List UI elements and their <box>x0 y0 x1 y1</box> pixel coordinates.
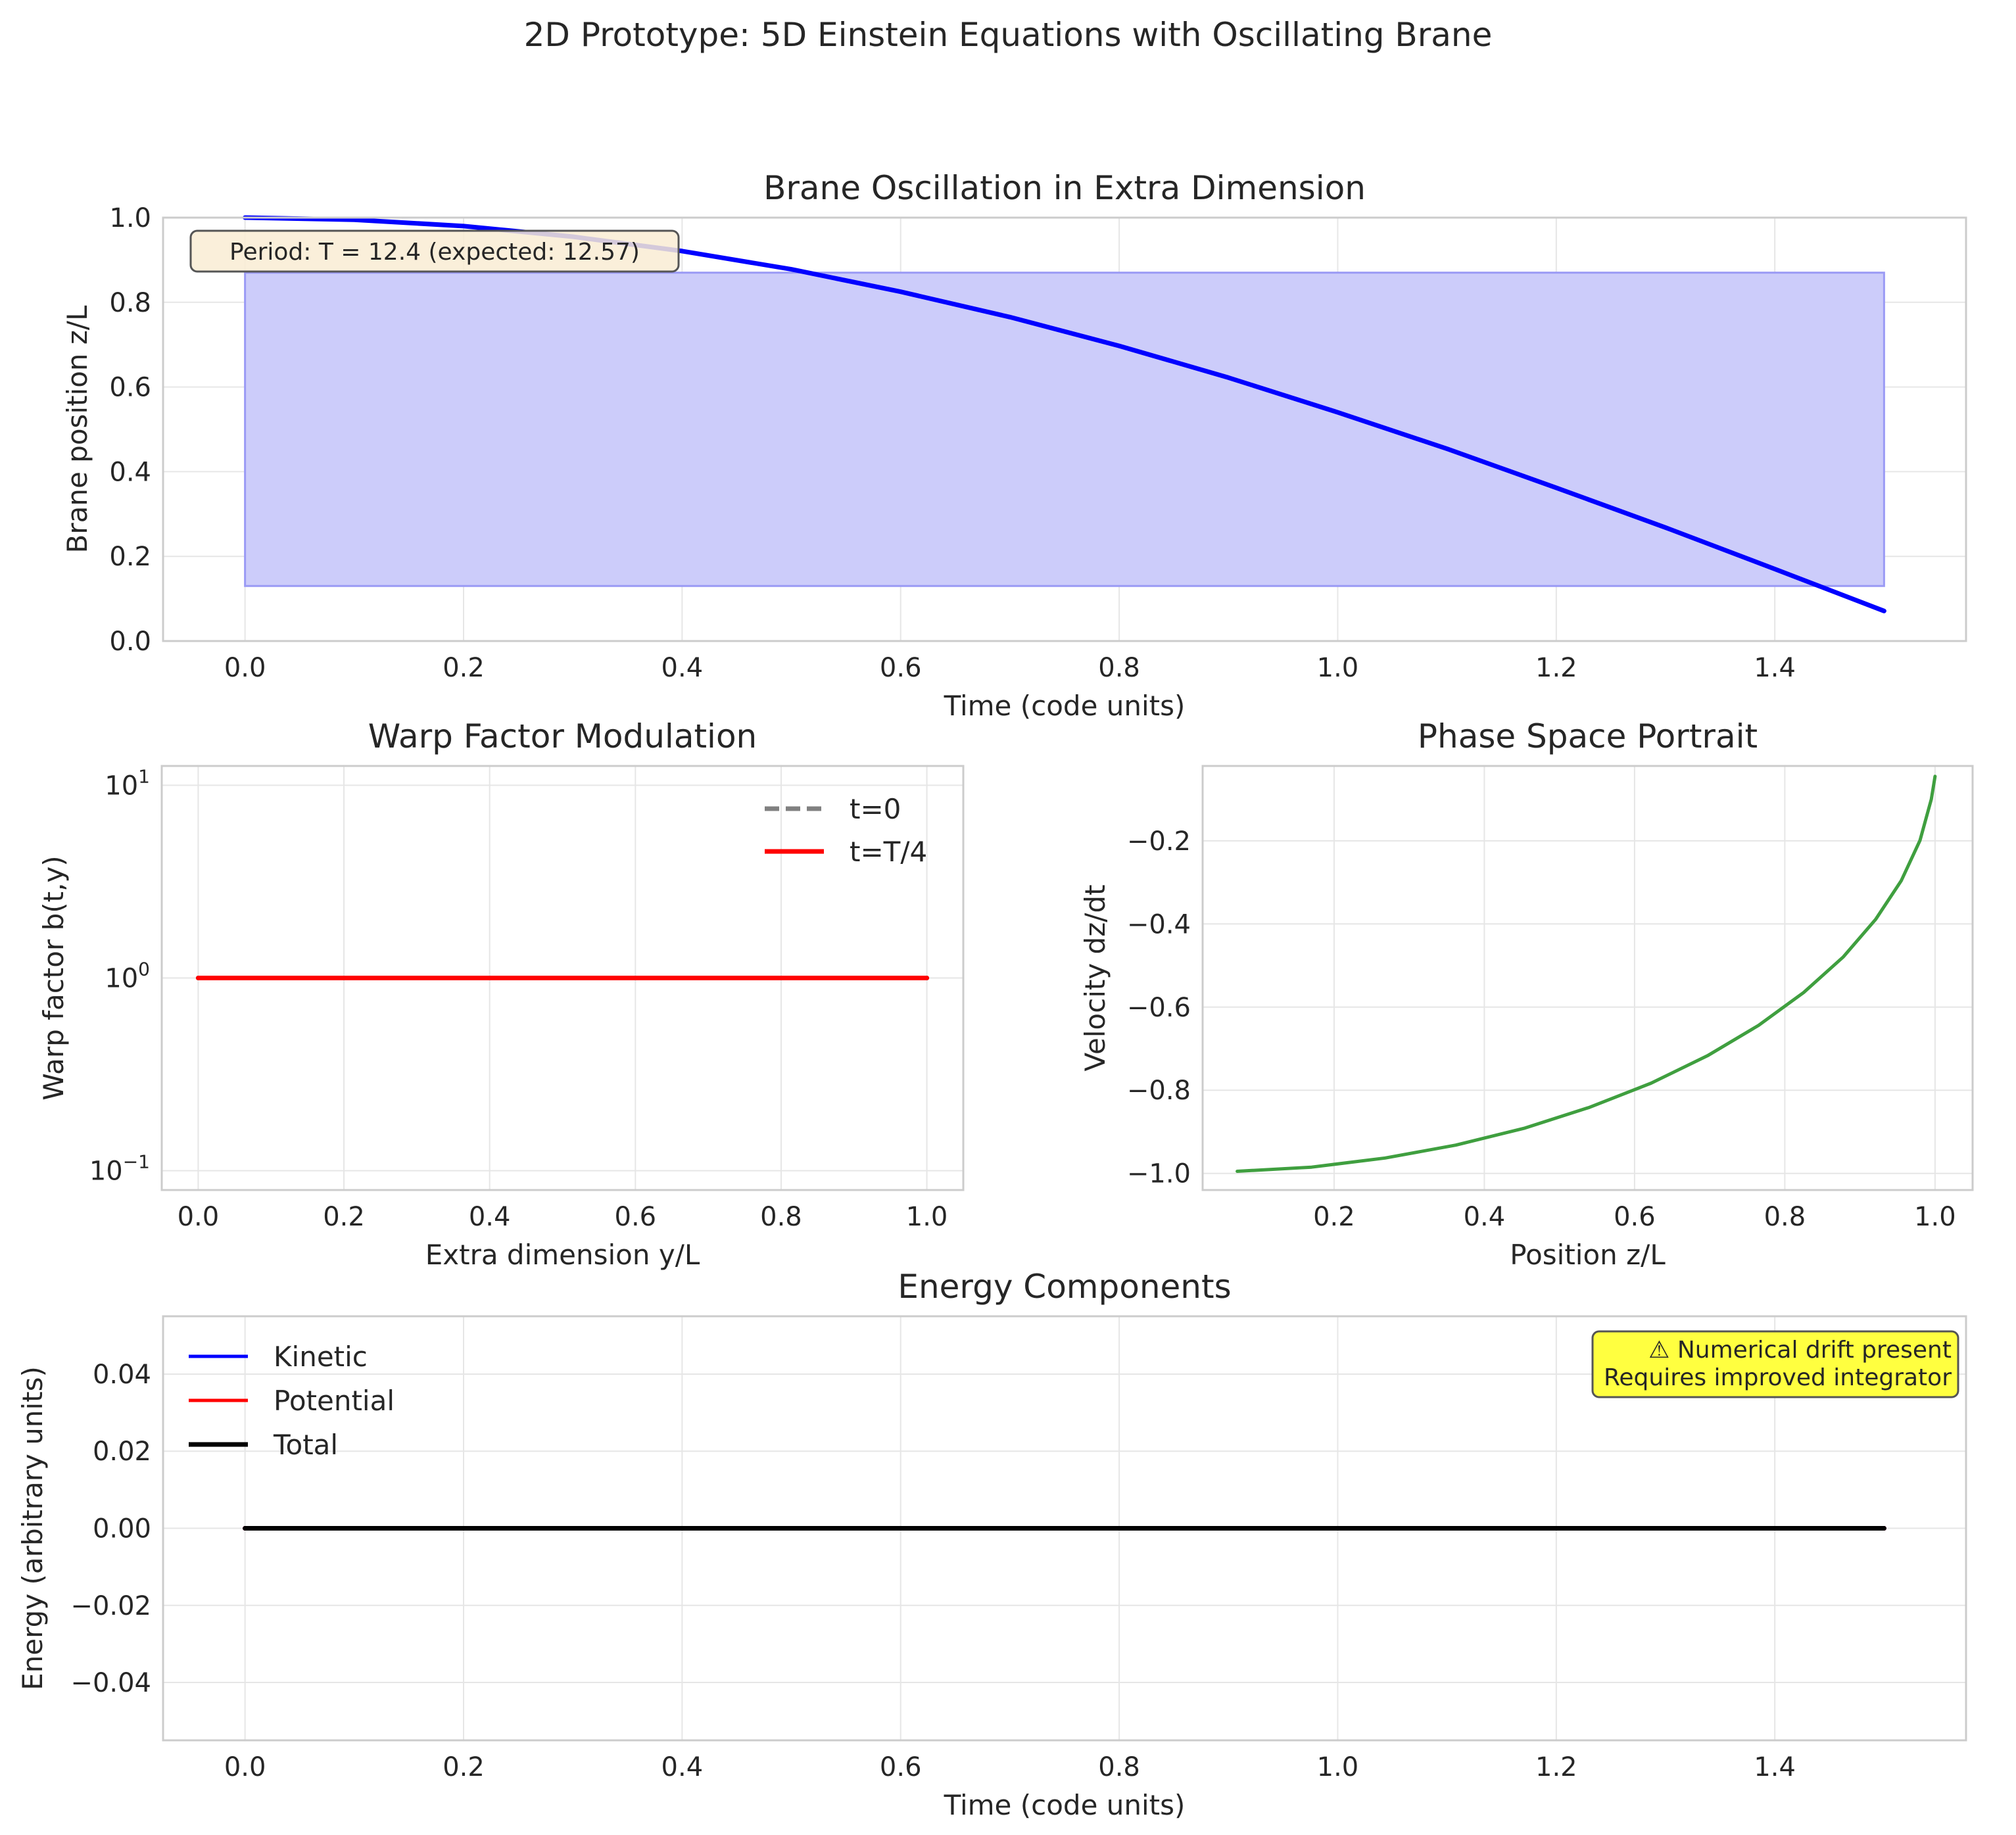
warp-xtick-label: 0.2 <box>323 1202 365 1232</box>
phase-xtick-label: 0.6 <box>1614 1202 1656 1232</box>
energy-ytick-label: 0.00 <box>93 1514 151 1544</box>
warp-ytick-label: 10−1 <box>89 1151 150 1187</box>
warp-xtick-label: 1.0 <box>906 1202 948 1232</box>
energy-legend-label: Kinetic <box>274 1341 368 1373</box>
brane-ytick-label: 0.2 <box>109 542 151 572</box>
energy-xtick-label: 0.2 <box>443 1752 485 1782</box>
phase-series-0-line <box>1236 775 1937 1173</box>
warp-legend-label: t=0 <box>850 793 901 825</box>
energy-xlabel: Time (code units) <box>944 1789 1186 1821</box>
brane-ytick-label: 0.6 <box>109 373 151 403</box>
energy-ylabel: Energy (arbitrary units) <box>16 1366 49 1690</box>
energy-xtick-label: 0.0 <box>224 1752 266 1782</box>
brane-xtick-label: 1.4 <box>1754 653 1796 683</box>
warp-ytick-label: 101 <box>105 765 150 801</box>
warp-legend-label: t=T/4 <box>850 836 927 868</box>
brane-ytick-label: 0.0 <box>109 627 151 657</box>
brane-xtick-label: 1.0 <box>1317 653 1359 683</box>
warp-legend: t=0 t=T/4 <box>765 793 927 868</box>
energy-ytick-label: −0.02 <box>70 1591 151 1621</box>
brane-ytick-label: 0.8 <box>109 288 151 318</box>
energy-annotation-text: Requires improved integrator <box>1604 1364 1952 1391</box>
panel-phase-space: 0.2 0.4 0.6 0.8 1.0 −1.0 −0.8 −0.6 −0.4 −0.2 Phase… <box>1079 717 1974 1271</box>
phase-ytick-label: −0.2 <box>1127 826 1191 857</box>
brane-xtick-label: 0.8 <box>1098 653 1140 683</box>
energy-legend-label: Total <box>273 1429 338 1461</box>
phase-xtick-label: 0.2 <box>1313 1202 1355 1232</box>
phase-ytick-label: −1.0 <box>1127 1159 1191 1189</box>
energy-annotation-box <box>1591 1330 1959 1398</box>
brane-plot-frame <box>162 216 1967 642</box>
panel-brane-oscillation: 0.0 0.2 0.4 0.6 0.8 1.0 1.2 1.4 0.0 0.2 0.4 0.6 0.8 1… <box>61 169 1967 722</box>
brane-ytick-label: 1.0 <box>109 203 151 233</box>
warp-ytick-label: 100 <box>105 959 150 994</box>
brane-annotation-box <box>189 229 680 273</box>
phase-ytick-label: −0.4 <box>1127 909 1191 940</box>
energy-annotation-text: ⚠ Numerical drift present <box>1648 1337 1952 1364</box>
phase-plot-frame <box>1201 765 1974 1191</box>
warp-xtick-label: 0.0 <box>178 1202 220 1232</box>
energy-xtick-label: 1.4 <box>1754 1752 1796 1782</box>
energy-ytick-label: 0.02 <box>93 1437 151 1467</box>
phase-ytick-label: −0.8 <box>1127 1076 1191 1106</box>
brane-ytick-label: 0.4 <box>109 457 151 487</box>
brane-xtick-label: 0.4 <box>661 653 704 683</box>
phase-ylabel: Velocity dz/dt <box>1079 884 1111 1071</box>
warp-xtick-label: 0.8 <box>760 1202 802 1232</box>
brane-range-band <box>244 272 1885 587</box>
energy-xtick-label: 0.6 <box>880 1752 922 1782</box>
panel-energy-components: 0.0 0.2 0.4 0.6 0.8 1.0 1.2 1.4 −0.04 −0.02 0.00 0.… <box>16 1268 1967 1821</box>
energy-xtick-label: 0.4 <box>661 1752 704 1782</box>
brane-xtick-label: 1.2 <box>1535 653 1577 683</box>
brane-xtick-label: 0.6 <box>880 653 922 683</box>
phase-xtick-label: 0.8 <box>1764 1202 1806 1232</box>
phase-xtick-label: 0.4 <box>1464 1202 1506 1232</box>
brane-xlabel: Time (code units) <box>944 690 1186 722</box>
brane-xtick-label: 0.2 <box>443 653 485 683</box>
brane-annotation-text: Period: T = 12.4 (expected: 12.57) <box>229 239 640 266</box>
phase-grid <box>1203 766 1973 1190</box>
phase-xlabel: Position z/L <box>1510 1239 1666 1271</box>
warp-xtick-label: 0.4 <box>469 1202 511 1232</box>
warp-xtick-label: 0.6 <box>615 1202 657 1232</box>
phase-title: Phase Space Portrait <box>1418 717 1758 755</box>
brane-ylabel: Brane position z/L <box>61 305 93 554</box>
panel-warp-factor: 0.0 0.2 0.4 0.6 0.8 1.0 101 100 10−1 Warp Factor … <box>37 717 965 1271</box>
energy-ytick-label: −0.04 <box>70 1668 151 1698</box>
energy-legend-label: Potential <box>274 1385 395 1417</box>
brane-xtick-label: 0.0 <box>224 653 266 683</box>
energy-title: Energy Components <box>898 1268 1231 1306</box>
energy-ytick-label: 0.04 <box>93 1360 151 1390</box>
energy-xtick-label: 1.0 <box>1317 1752 1359 1782</box>
phase-ytick-label: −0.6 <box>1127 993 1191 1023</box>
brane-title: Brane Oscillation in Extra Dimension <box>763 169 1366 207</box>
warp-ylabel: Warp factor b(t,y) <box>37 855 70 1100</box>
energy-xtick-label: 0.8 <box>1098 1752 1140 1782</box>
figure-title: 2D Prototype: 5D Einstein Equations with… <box>524 16 1493 54</box>
energy-plot-frame <box>162 1315 1967 1742</box>
energy-xtick-label: 1.2 <box>1535 1752 1577 1782</box>
energy-legend: Kinetic Potential Total <box>189 1341 395 1461</box>
phase-xtick-label: 1.0 <box>1914 1202 1956 1232</box>
warp-title: Warp Factor Modulation <box>368 717 757 755</box>
warp-xlabel: Extra dimension y/L <box>425 1239 700 1271</box>
warp-plot-frame <box>160 765 965 1191</box>
